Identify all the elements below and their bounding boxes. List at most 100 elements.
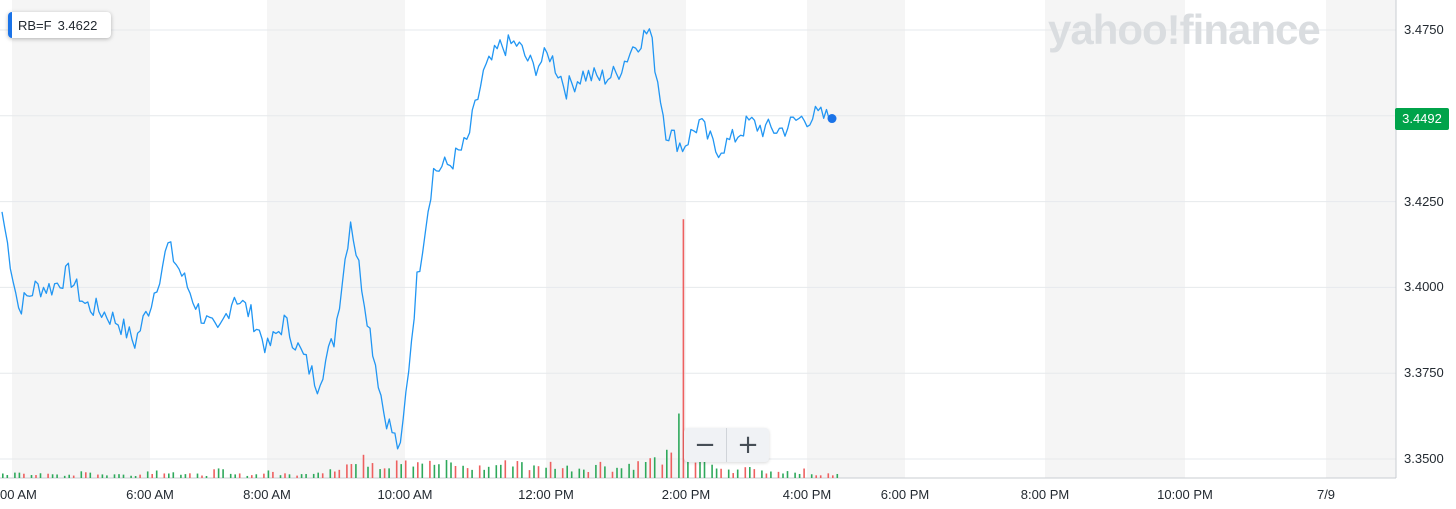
volume-bar — [815, 475, 817, 478]
volume-bar — [404, 460, 407, 478]
volume-bar — [39, 473, 42, 478]
volume-bar — [504, 460, 507, 478]
volume-bar — [832, 475, 834, 478]
session-band — [1045, 0, 1185, 478]
volume-bar — [355, 464, 357, 478]
volume-bar — [761, 470, 763, 478]
volume-bar — [383, 468, 386, 478]
volume-bar — [56, 474, 58, 478]
x-tick-label: 00 AM — [0, 487, 37, 502]
volume-bar — [794, 472, 796, 478]
session-band — [1326, 0, 1396, 478]
volume-bar — [777, 471, 780, 478]
yahoo-finance-logo: yahoo!finance — [1048, 6, 1321, 53]
zoom-controls: − + — [684, 428, 769, 462]
zoom-in-button[interactable]: + — [727, 428, 769, 462]
quote-price: 3.4622 — [57, 17, 98, 33]
volume-bar — [429, 460, 431, 478]
volume-bar — [238, 473, 241, 478]
volume-bar — [47, 473, 49, 478]
volume-bar — [134, 475, 137, 478]
volume-bar — [300, 474, 303, 478]
volume-bar — [217, 468, 220, 478]
volume-bar — [516, 461, 519, 478]
volume-bar — [255, 474, 258, 478]
volume-bar — [632, 469, 635, 478]
x-tick-label: 6:00 PM — [880, 487, 930, 502]
volume-bar — [14, 472, 16, 478]
volume-bar — [827, 473, 830, 478]
volume-bar — [566, 465, 568, 478]
volume-bar — [146, 471, 149, 478]
volume-bar — [130, 475, 132, 478]
volume-bar — [106, 475, 108, 478]
volume-bar — [711, 464, 713, 478]
volume-bar — [782, 473, 784, 478]
volume-bar — [798, 473, 801, 478]
volume-bar — [68, 474, 70, 478]
volume-bar — [279, 475, 282, 478]
volume-bar — [483, 469, 485, 478]
volume-bar — [495, 465, 498, 478]
volume-bar — [599, 461, 602, 478]
volume-bar — [2, 473, 4, 478]
volume-bar — [521, 462, 523, 478]
series-color-marker — [8, 12, 12, 38]
session-band — [12, 0, 150, 478]
volume-bar — [628, 463, 630, 478]
x-tick-label: 6:00 AM — [126, 487, 174, 502]
volume-bar — [765, 473, 768, 478]
volume-bar — [749, 467, 751, 478]
volume-bar — [649, 458, 651, 478]
volume-bar — [18, 472, 21, 478]
volume-bar — [682, 219, 685, 478]
volume-bar — [421, 463, 424, 478]
volume-bar — [583, 469, 585, 478]
volume-bar — [694, 462, 697, 478]
volume-bar — [180, 474, 182, 478]
volume-bar — [478, 465, 481, 478]
volume-bar — [744, 467, 747, 478]
zoom-divider — [726, 428, 727, 462]
volume-bar — [715, 468, 718, 478]
volume-bar — [172, 472, 175, 478]
volume-bar — [63, 475, 66, 478]
volume-bar — [736, 469, 739, 478]
volume-bar — [570, 471, 573, 478]
x-tick-label: 8:00 AM — [243, 487, 291, 502]
volume-bar — [836, 473, 839, 478]
volume-bar — [578, 468, 581, 478]
volume-bar — [89, 472, 92, 478]
volume-bar — [545, 467, 547, 478]
last-price-badge: 3.4492 — [1395, 108, 1449, 130]
volume-bar — [350, 464, 353, 478]
y-tick-label: 3.4000 — [1404, 279, 1444, 295]
volume-bar — [810, 474, 813, 478]
volume-bar — [438, 464, 440, 478]
volume-bar — [670, 452, 673, 478]
volume-bar — [163, 473, 166, 478]
quote-tag: RB=F 3.4622 — [8, 12, 112, 38]
zoom-out-button[interactable]: − — [684, 428, 726, 462]
volume-bar — [786, 471, 789, 478]
volume-bar — [168, 473, 170, 478]
volume-bar — [296, 475, 298, 478]
volume-bar — [305, 474, 307, 478]
volume-bar — [35, 475, 37, 478]
volume-bar — [23, 473, 25, 478]
volume-bar — [346, 464, 348, 478]
volume-bar — [312, 473, 315, 478]
session-band — [267, 0, 405, 478]
volume-bar — [727, 469, 730, 478]
volume-bar — [644, 461, 647, 478]
volume-bar — [604, 466, 606, 478]
volume-bar — [201, 475, 203, 478]
volume-bar — [487, 466, 490, 478]
volume-bar — [85, 472, 87, 478]
volume-bar — [388, 468, 390, 478]
volume-bar — [288, 474, 291, 478]
volume-bar — [528, 470, 531, 478]
y-tick-label: 3.4250 — [1404, 193, 1444, 209]
